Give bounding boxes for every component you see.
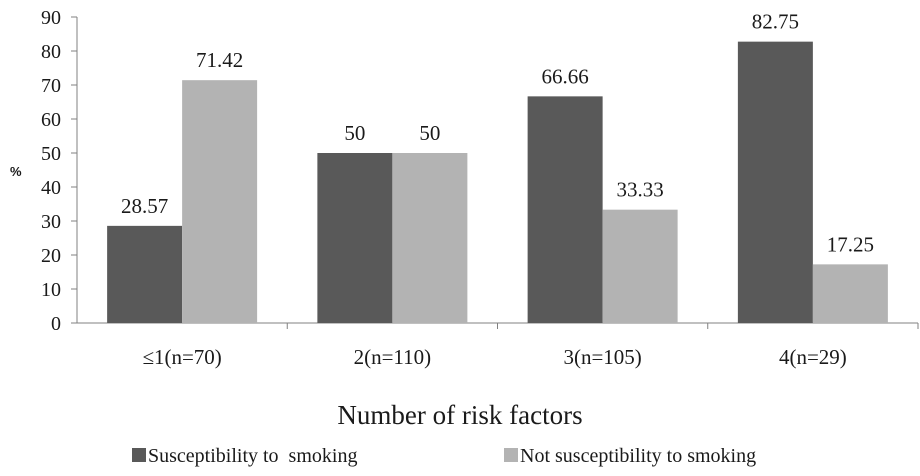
- y-tick-label: 30: [41, 211, 61, 233]
- legend: Susceptibility to smoking Not susceptibil…: [132, 445, 756, 467]
- bar-susceptibility: [737, 41, 813, 324]
- data-label: 28.57: [121, 194, 168, 218]
- legend-label-not-susceptibility: Not susceptibility to smoking: [520, 445, 756, 467]
- bar-susceptibility: [527, 96, 603, 323]
- data-label: 66.66: [542, 64, 589, 88]
- data-label: 50: [344, 121, 365, 145]
- bar-not-susceptibility: [812, 264, 888, 323]
- y-tick-label: 10: [41, 279, 61, 301]
- y-tick-label: 80: [41, 41, 61, 63]
- y-tick-label: 50: [41, 143, 61, 165]
- x-tick-label: 2(n=110): [354, 345, 432, 369]
- x-tick-label: 4(n=29): [779, 345, 847, 369]
- x-tick-label: ≤1(n=70): [142, 345, 221, 369]
- y-axis-title: %: [10, 164, 22, 179]
- legend-swatch-susceptibility: [132, 448, 146, 462]
- y-tick-label: 70: [41, 75, 61, 97]
- bar-susceptibility: [317, 153, 393, 323]
- bar-not-susceptibility: [182, 80, 258, 323]
- bar-not-susceptibility: [392, 153, 468, 323]
- y-tick-label: 20: [41, 245, 61, 267]
- legend-label-susceptibility: Susceptibility to smoking: [148, 445, 357, 467]
- data-label: 82.75: [752, 10, 799, 34]
- bar-susceptibility: [107, 225, 183, 323]
- x-tick-label: 3(n=105): [563, 345, 641, 369]
- y-tick-label: 60: [41, 109, 61, 131]
- y-tick-label: 40: [41, 177, 61, 199]
- plot-area: 0 10 20 30 40 50 60 70 80 90 28.57 71.42 ≤1(n=70) 50 5…: [41, 7, 919, 369]
- data-label: 17.25: [827, 232, 874, 256]
- data-label: 33.33: [617, 178, 664, 202]
- bar-not-susceptibility: [602, 209, 678, 323]
- x-axis-title: Number of risk factors: [337, 400, 582, 430]
- legend-swatch-not-susceptibility: [504, 448, 518, 462]
- y-tick-label: 0: [51, 313, 61, 335]
- data-label: 50: [419, 121, 440, 145]
- y-tick-label: 90: [41, 7, 61, 29]
- data-label: 71.42: [196, 48, 243, 72]
